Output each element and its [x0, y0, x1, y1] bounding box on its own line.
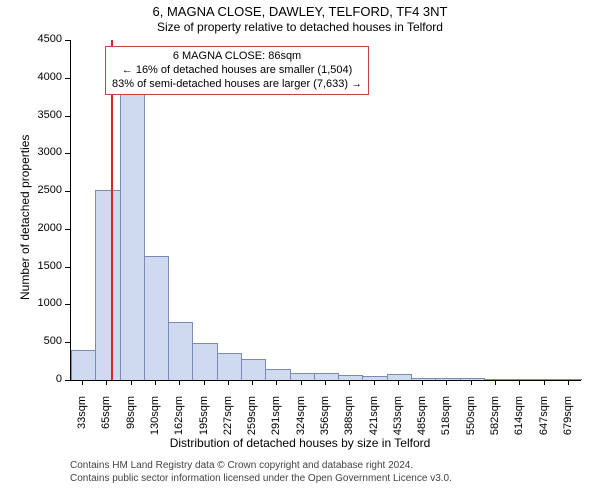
y-tick-mark: [65, 267, 70, 268]
annotation-line-3: 83% of semi-detached houses are larger (…: [112, 78, 362, 92]
x-tick-label: 421sqm: [368, 396, 380, 446]
annotation-line-1: 6 MAGNA CLOSE: 86sqm: [112, 50, 362, 64]
y-tick-label: 3500: [0, 109, 62, 121]
histogram-bar: [435, 378, 460, 380]
y-tick-mark: [65, 40, 70, 41]
histogram-bar: [290, 373, 315, 380]
histogram-bar: [484, 379, 509, 380]
x-tick-label: 195sqm: [198, 396, 210, 446]
histogram-bar: [460, 378, 485, 380]
x-tick-mark: [495, 380, 496, 385]
x-tick-label: 162sqm: [173, 396, 185, 446]
y-tick-label: 4500: [0, 33, 62, 45]
x-tick-mark: [374, 380, 375, 385]
footer-line-1: Contains HM Land Registry data © Crown c…: [70, 460, 413, 471]
annotation-line-2: ← 16% of detached houses are smaller (1,…: [112, 64, 362, 78]
x-tick-label: 550sqm: [465, 396, 477, 446]
footer-line-2: Contains public sector information licen…: [70, 473, 452, 484]
y-tick-label: 3000: [0, 146, 62, 158]
histogram-bar: [387, 374, 412, 380]
x-tick-label: 33sqm: [76, 396, 88, 446]
y-tick-label: 4000: [0, 71, 62, 83]
histogram-bar: [411, 378, 436, 381]
histogram-bar: [362, 376, 387, 380]
x-tick-mark: [446, 380, 447, 385]
x-tick-mark: [155, 380, 156, 385]
y-axis-label: Number of detached properties: [18, 135, 32, 300]
x-tick-label: 324sqm: [295, 396, 307, 446]
histogram-bar: [120, 92, 145, 380]
x-tick-label: 65sqm: [100, 396, 112, 446]
x-tick-mark: [276, 380, 277, 385]
x-tick-mark: [106, 380, 107, 385]
x-tick-label: 259sqm: [246, 396, 258, 446]
histogram-bar: [144, 256, 169, 380]
x-tick-label: 518sqm: [440, 396, 452, 446]
histogram-bar: [192, 343, 217, 380]
y-tick-mark: [65, 304, 70, 305]
x-tick-mark: [301, 380, 302, 385]
x-tick-label: 98sqm: [125, 396, 137, 446]
x-tick-mark: [325, 380, 326, 385]
histogram-bar: [265, 369, 290, 380]
y-tick-mark: [65, 153, 70, 154]
x-tick-label: 356sqm: [319, 396, 331, 446]
histogram-bar: [71, 350, 96, 380]
x-tick-label: 582sqm: [489, 396, 501, 446]
histogram-bar: [314, 373, 339, 380]
histogram-bar: [95, 190, 120, 380]
y-tick-label: 500: [0, 335, 62, 347]
histogram-bar: [241, 359, 266, 380]
x-tick-mark: [179, 380, 180, 385]
x-tick-label: 130sqm: [149, 396, 161, 446]
chart-page: 6, MAGNA CLOSE, DAWLEY, TELFORD, TF4 3NT…: [0, 0, 600, 500]
y-tick-label: 1000: [0, 297, 62, 309]
y-tick-label: 0: [0, 373, 62, 385]
y-tick-label: 1500: [0, 260, 62, 272]
x-tick-mark: [131, 380, 132, 385]
x-tick-mark: [82, 380, 83, 385]
x-tick-mark: [228, 380, 229, 385]
y-tick-label: 2500: [0, 184, 62, 196]
x-tick-mark: [204, 380, 205, 385]
x-tick-mark: [349, 380, 350, 385]
x-tick-mark: [471, 380, 472, 385]
histogram-bar: [217, 353, 242, 380]
histogram-bar: [338, 375, 363, 380]
x-tick-label: 388sqm: [343, 396, 355, 446]
x-tick-mark: [252, 380, 253, 385]
histogram-bar: [557, 379, 582, 380]
histogram-bar: [168, 322, 193, 380]
chart-title: 6, MAGNA CLOSE, DAWLEY, TELFORD, TF4 3NT: [0, 4, 600, 19]
x-tick-label: 647sqm: [538, 396, 550, 446]
chart-subtitle: Size of property relative to detached ho…: [0, 20, 600, 34]
x-tick-label: 614sqm: [513, 396, 525, 446]
histogram-bar: [508, 379, 533, 380]
x-tick-mark: [568, 380, 569, 385]
x-tick-label: 227sqm: [222, 396, 234, 446]
x-tick-label: 485sqm: [416, 396, 428, 446]
y-tick-mark: [65, 116, 70, 117]
x-tick-mark: [544, 380, 545, 385]
y-tick-mark: [65, 342, 70, 343]
y-tick-mark: [65, 229, 70, 230]
x-tick-mark: [519, 380, 520, 385]
y-tick-label: 2000: [0, 222, 62, 234]
x-tick-mark: [422, 380, 423, 385]
x-tick-label: 291sqm: [270, 396, 282, 446]
x-tick-mark: [398, 380, 399, 385]
annotation-box: 6 MAGNA CLOSE: 86sqm ← 16% of detached h…: [105, 46, 369, 95]
y-tick-mark: [65, 380, 70, 381]
histogram-bar: [532, 379, 557, 380]
x-tick-label: 453sqm: [392, 396, 404, 446]
x-tick-label: 679sqm: [562, 396, 574, 446]
y-tick-mark: [65, 191, 70, 192]
y-tick-mark: [65, 78, 70, 79]
